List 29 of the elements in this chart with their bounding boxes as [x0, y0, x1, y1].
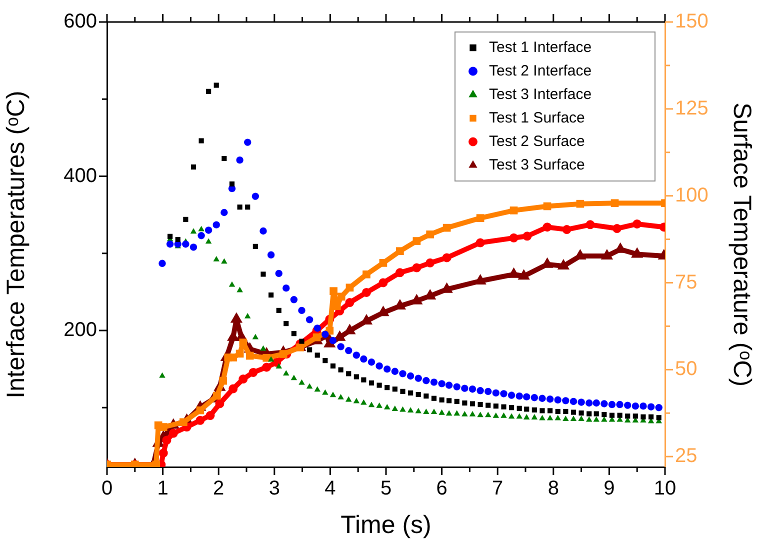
- x-tick-label: 7: [492, 478, 504, 500]
- legend-label: Test 1 Interface: [489, 38, 592, 56]
- legend-label: Test 3 Surface: [489, 156, 585, 174]
- legend-label: Test 3 Interface: [489, 86, 592, 103]
- y-tick-label: 600: [64, 10, 97, 33]
- y2-tick-label: 50: [675, 358, 698, 380]
- x-tick-label: 1: [157, 478, 168, 500]
- y2-tick-label: 125: [675, 97, 708, 120]
- x-tick-label: 6: [436, 478, 448, 500]
- y2-tick-label: 75: [675, 271, 698, 294]
- y-tick-label: 400: [64, 164, 97, 187]
- x-tick-label: 4: [324, 478, 336, 500]
- legend-label: Test 2 Surface: [489, 132, 585, 150]
- y-tick-label: 200: [64, 319, 97, 342]
- y-axis-title: Interface Temperatures (ᵒC): [2, 90, 30, 398]
- x-tick-label: 3: [268, 478, 280, 500]
- x-tick-label: 5: [380, 478, 392, 500]
- x-tick-label: 10: [654, 478, 676, 500]
- x-axis-title: Time (s): [340, 510, 432, 539]
- legend-label: Test 1 Surface: [489, 109, 585, 126]
- x-tick-label: 9: [604, 478, 615, 500]
- x-tick-label: 8: [548, 478, 559, 500]
- legend-label: Test 2 Interface: [489, 62, 592, 80]
- x-tick-label: 2: [213, 478, 224, 500]
- y2-tick-label: 150: [675, 10, 708, 33]
- y2-tick-label: 25: [675, 445, 698, 468]
- y2-tick-label: 100: [675, 184, 708, 206]
- x-tick-label: 0: [101, 478, 113, 500]
- y2-axis-title: Surface Temperature (ᵒC): [728, 102, 756, 387]
